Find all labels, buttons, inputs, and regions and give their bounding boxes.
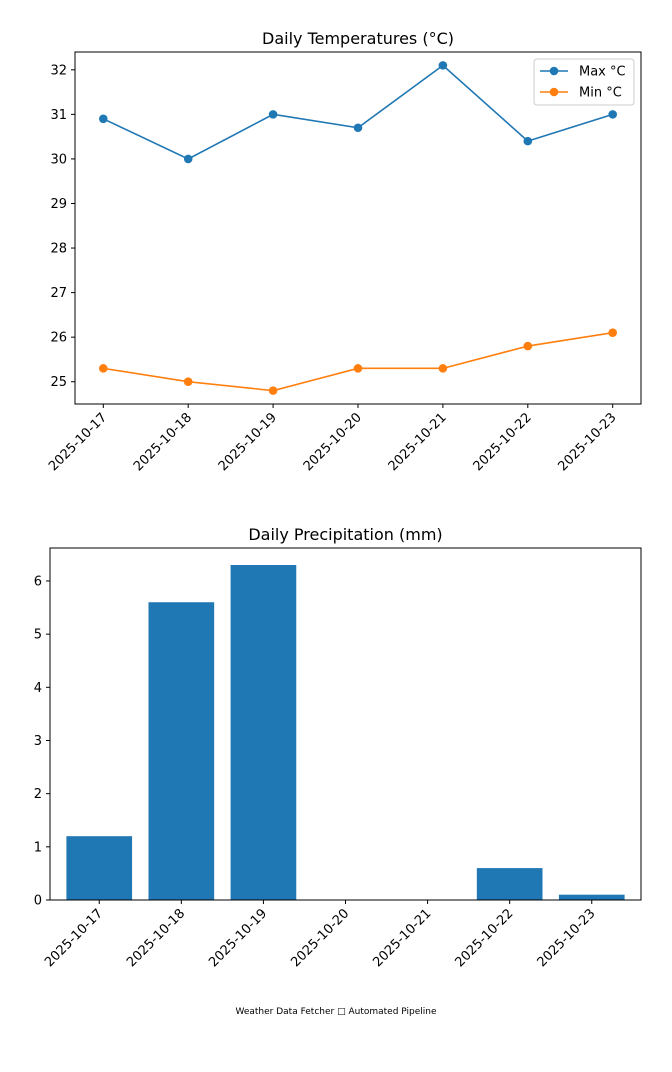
footer-caption: Weather Data Fetcher □ Automated Pipelin… <box>235 1007 437 1017</box>
x-tick-label: 2025-10-18 <box>131 410 195 474</box>
data-point <box>353 364 363 373</box>
bar <box>476 868 543 900</box>
y-tick-label: 30 <box>50 152 67 167</box>
chart-title: Daily Temperatures (°C) <box>262 29 454 48</box>
x-tick-label: 2025-10-22 <box>452 906 516 970</box>
x-tick-label: 2025-10-22 <box>471 410 535 474</box>
bar <box>230 565 297 900</box>
y-tick-label: 6 <box>34 574 42 589</box>
legend-label: Min °C <box>579 86 622 101</box>
y-tick-label: 25 <box>50 375 67 390</box>
data-point <box>268 110 278 119</box>
data-point <box>99 364 108 373</box>
x-tick-label: 2025-10-21 <box>370 906 434 970</box>
precipitation-chart: Daily Precipitation (mm) 0 1 2 3 4 5 6 2025-10-1… <box>34 525 642 970</box>
bar <box>558 894 625 900</box>
data-point <box>608 328 617 338</box>
y-tick-label: 29 <box>50 197 67 212</box>
data-point <box>523 136 533 146</box>
y-tick-label: 2 <box>34 787 42 802</box>
data-point <box>99 114 108 124</box>
data-point <box>183 154 193 164</box>
series-line <box>103 331 613 392</box>
x-tick-label: 2025-10-20 <box>288 906 352 970</box>
y-tick-label: 31 <box>50 108 67 123</box>
x-tick-label: 2025-10-17 <box>46 410 110 474</box>
legend-marker <box>549 66 559 76</box>
temperature-chart: Daily Temperatures (°C) 25 26 27 28 29 30 31 32 2… <box>46 29 642 474</box>
data-point <box>353 123 363 133</box>
x-tick-label: 2025-10-23 <box>535 906 599 970</box>
data-point <box>438 61 448 70</box>
plot-frame <box>74 51 642 405</box>
x-tick-label: 2025-10-21 <box>386 410 450 474</box>
y-tick-label: 3 <box>34 734 42 749</box>
x-tick-label: 2025-10-20 <box>301 410 365 474</box>
y-tick-label: 1 <box>34 840 42 855</box>
x-tick-label: 2025-10-19 <box>206 906 270 970</box>
data-point <box>438 364 448 373</box>
chart-title: Daily Precipitation (mm) <box>248 525 442 544</box>
y-tick-label: 4 <box>34 681 42 696</box>
x-tick-label: 2025-10-18 <box>124 906 188 970</box>
y-tick-label: 32 <box>50 63 67 78</box>
y-tick-label: 5 <box>34 628 42 643</box>
x-tick-label: 2025-10-19 <box>216 410 280 474</box>
data-point <box>268 386 278 395</box>
y-tick-label: 27 <box>50 286 67 301</box>
legend-marker <box>549 87 559 97</box>
bar <box>148 602 215 900</box>
bar <box>66 836 133 900</box>
data-point <box>183 377 193 387</box>
y-tick-label: 0 <box>34 894 42 909</box>
y-tick-label: 28 <box>50 242 67 257</box>
x-tick-label: 2025-10-17 <box>42 906 106 970</box>
data-point <box>523 341 533 351</box>
x-tick-label: 2025-10-23 <box>555 410 619 474</box>
legend-label: Max °C <box>579 65 626 80</box>
data-point <box>608 110 617 119</box>
plot-frame <box>49 547 642 901</box>
y-tick-label: 26 <box>50 331 67 346</box>
